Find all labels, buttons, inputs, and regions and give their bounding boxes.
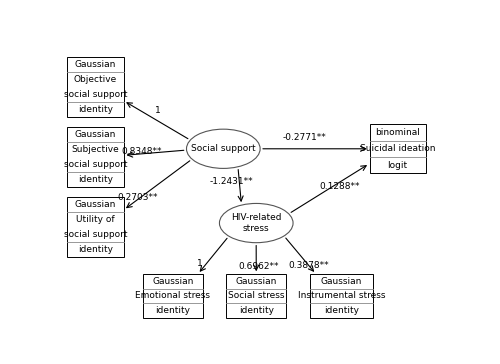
FancyBboxPatch shape	[143, 274, 203, 318]
Text: -0.2771**: -0.2771**	[283, 133, 327, 142]
Ellipse shape	[220, 203, 293, 243]
Text: 0.6962**: 0.6962**	[238, 262, 279, 271]
FancyBboxPatch shape	[310, 274, 374, 318]
Text: 0.2703**: 0.2703**	[118, 193, 158, 202]
Text: Gaussian: Gaussian	[236, 277, 277, 286]
Text: identity: identity	[156, 306, 190, 315]
Text: Instrumental stress: Instrumental stress	[298, 292, 385, 300]
FancyBboxPatch shape	[68, 57, 124, 117]
Text: -1.2431**: -1.2431**	[209, 177, 253, 186]
Text: identity: identity	[78, 105, 113, 114]
Text: Emotional stress: Emotional stress	[136, 292, 210, 300]
Text: binominal: binominal	[375, 128, 420, 137]
Text: Social stress: Social stress	[228, 292, 284, 300]
Text: social support: social support	[64, 160, 127, 169]
Text: 0.8348**: 0.8348**	[122, 147, 162, 156]
Text: Gaussian: Gaussian	[75, 200, 116, 209]
Text: Gaussian: Gaussian	[75, 130, 116, 139]
Text: Gaussian: Gaussian	[321, 277, 362, 286]
Text: 1: 1	[197, 259, 203, 268]
Text: identity: identity	[239, 306, 274, 315]
FancyBboxPatch shape	[226, 274, 286, 318]
Text: Suicidal ideation: Suicidal ideation	[360, 144, 436, 153]
Text: Gaussian: Gaussian	[152, 277, 194, 286]
Text: logit: logit	[388, 161, 408, 170]
Ellipse shape	[186, 129, 260, 169]
FancyBboxPatch shape	[68, 197, 124, 257]
Text: identity: identity	[78, 245, 113, 254]
Text: 1: 1	[154, 106, 160, 115]
Text: Social support: Social support	[191, 144, 256, 153]
Text: identity: identity	[324, 306, 359, 315]
Text: Subjective: Subjective	[72, 145, 120, 154]
Text: Utility of: Utility of	[76, 215, 115, 224]
Text: identity: identity	[78, 175, 113, 184]
Text: Gaussian: Gaussian	[75, 60, 116, 69]
Text: 0.1288**: 0.1288**	[320, 182, 360, 191]
Text: HIV-related
stress: HIV-related stress	[231, 213, 281, 233]
FancyBboxPatch shape	[370, 124, 426, 173]
Text: social support: social support	[64, 230, 127, 239]
FancyBboxPatch shape	[68, 127, 124, 187]
Text: social support: social support	[64, 90, 127, 99]
Text: 0.3878**: 0.3878**	[288, 261, 329, 270]
Text: Objective: Objective	[74, 75, 117, 84]
